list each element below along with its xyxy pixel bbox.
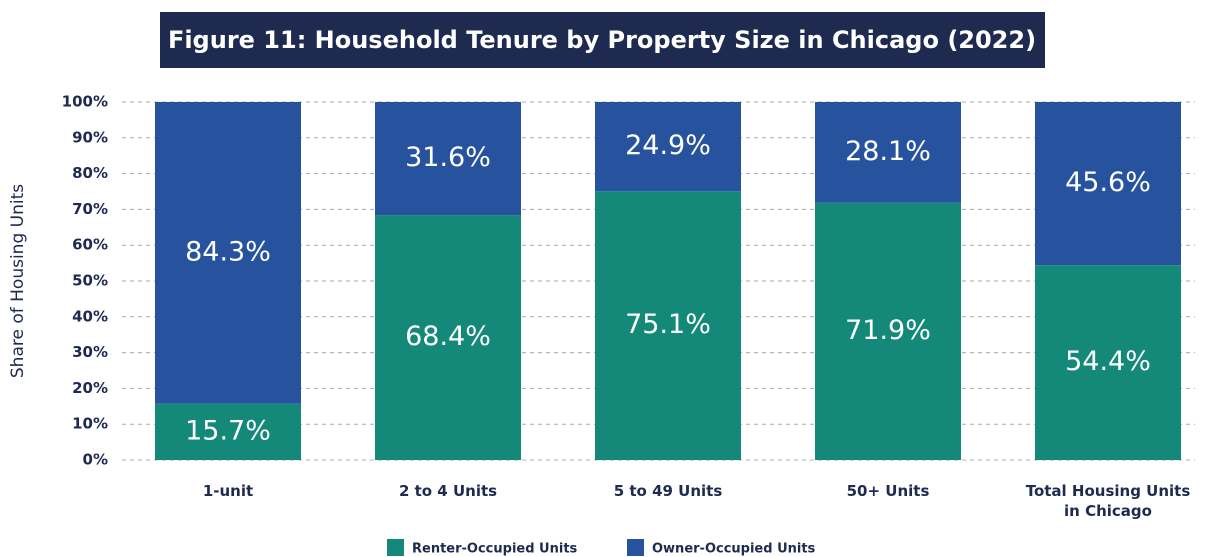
y-tick-label: 100% (62, 93, 108, 111)
data-label: 54.4% (1065, 346, 1151, 377)
y-tick-label: 0% (83, 451, 108, 469)
data-label: 28.1% (845, 136, 931, 167)
y-tick-label: 80% (72, 164, 108, 182)
data-label: 31.6% (405, 142, 491, 173)
y-tick-label: 20% (72, 379, 108, 397)
y-tick-label: 30% (72, 343, 108, 361)
bar-segment (375, 102, 521, 216)
x-tick-label: Total Housing Units in Chicago (1025, 482, 1191, 520)
data-label: 15.7% (185, 415, 271, 446)
bar-segment (595, 102, 741, 192)
data-label: 45.6% (1065, 167, 1151, 198)
data-label: 24.9% (625, 130, 711, 161)
bar-segment (595, 191, 741, 460)
bar-segment (375, 215, 521, 460)
bar-segment (815, 202, 961, 460)
y-tick-label: 10% (72, 415, 108, 433)
legend-label: Owner-Occupied Units (652, 542, 816, 557)
x-tick-label: 1-unit (202, 482, 254, 500)
bar-segment (155, 403, 301, 460)
data-label: 71.9% (845, 315, 931, 346)
bar-segment (1035, 265, 1181, 460)
data-label: 75.1% (625, 309, 711, 340)
x-tick-label: 2 to 4 Units (398, 482, 498, 500)
title-box (160, 12, 1045, 68)
bar-segment (155, 102, 301, 404)
x-tick-label: 50+ Units (846, 482, 930, 500)
y-axis-label: Share of Housing Units (8, 184, 28, 378)
legend-label: Renter-Occupied Units (412, 542, 578, 557)
y-tick-label: 60% (72, 236, 108, 254)
y-tick-label: 70% (72, 200, 108, 218)
chart-title: Figure 11: Household Tenure by Property … (168, 26, 1036, 54)
bar-segment (815, 102, 961, 203)
x-tick-label: 5 to 49 Units (613, 482, 723, 500)
data-label: 68.4% (405, 321, 491, 352)
legend-swatch (627, 539, 644, 556)
y-tick-label: 40% (72, 307, 108, 325)
y-tick-label: 90% (72, 128, 108, 146)
bar-segment (1035, 102, 1181, 266)
legend-swatch (387, 539, 404, 556)
y-tick-label: 50% (72, 272, 108, 290)
data-label: 84.3% (185, 236, 271, 267)
